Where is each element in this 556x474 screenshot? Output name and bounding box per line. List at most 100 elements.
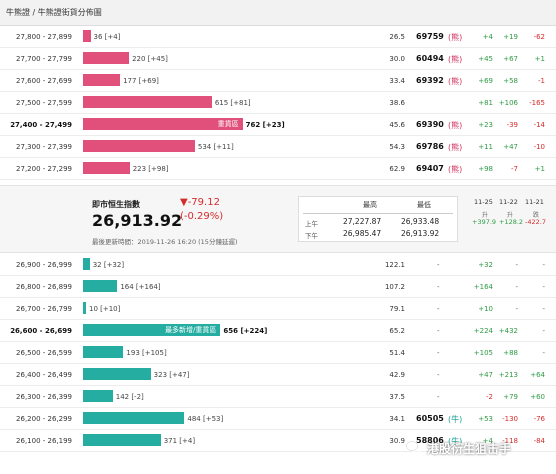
change-col-3: +1 [534,55,545,63]
pm-low: 26,913.92 [401,229,440,238]
change-col-2: +106 [498,99,518,107]
pm-label: 下午 [305,232,318,240]
price-range: 26,100 - 26,199 [16,437,72,445]
volume-bar: 重貨區 [83,118,243,130]
daily-change-1: +397.9 [472,218,497,226]
warrant-code[interactable]: 60494 [416,54,444,63]
change-col-2: -7 [511,165,518,173]
change-col-2: +88 [503,349,518,357]
change-col-3: -76 [533,415,545,423]
price-range: 27,500 - 27,599 [16,99,72,107]
ratio-value: 45.6 [389,121,405,129]
qty-value: 36 [+4] [93,33,121,41]
ratio-value: 34.1 [389,415,405,423]
table-row[interactable]: 27,200 - 27,299 223 [+98] 62.9 69407 (熊) +98 -… [0,158,556,180]
change-col-1: +45 [478,55,493,63]
volume-bar: 最多新增/重貨區 [83,324,221,336]
index-title: 即市恒生指數 [92,200,140,209]
warrant-code[interactable]: 60505 [416,414,444,423]
bar-label: 重貨區 [217,120,239,128]
code-dash: - [437,393,440,401]
table-row[interactable]: 26,100 - 26,199 371 [+4] 30.9 58806 (牛) +4 -11… [0,430,556,452]
ratio-value: 65.2 [389,327,405,335]
table-row[interactable]: 27,300 - 27,399 534 [+11] 54.3 69786 (熊) +11 +… [0,136,556,158]
pm-high: 26,985.47 [343,229,382,238]
qty-value: 193 [+105] [126,349,167,357]
warrant-type: (熊) [448,165,463,174]
table-row[interactable]: 26,800 - 26,899 164 [+164] 107.2 - +164 - - [0,276,556,298]
table-row[interactable]: 26,700 - 26,799 10 [+10] 79.1 - +10 - - [0,298,556,320]
change-col-1: +32 [478,261,493,269]
table-row[interactable]: 26,400 - 26,499 323 [+47] 42.9 - +47 +213 +64 [0,364,556,386]
change-col-1: +11 [478,143,493,151]
warrant-type: (熊) [448,121,463,130]
table-row[interactable]: 26,600 - 26,699 最多新增/重貨區 656 [+224] 65.2 - +2… [0,320,556,342]
warrant-code[interactable]: 69759 [416,32,444,41]
hsi-index-panel: 即市恒生指數 26,913.92 ▼-79.12 (-0.29%) 最後更新時間… [0,185,556,253]
change-col-1: +98 [478,165,493,173]
volume-bar [83,162,130,174]
watermark: 港股衍生狙击手 [427,442,512,456]
code-dash: - [437,305,440,313]
qty-value: 323 [+47] [153,371,190,379]
change-col-3: -1 [538,77,545,85]
change-col-3: -165 [529,99,545,107]
date-3: 11-21 [525,198,544,206]
qty-value: 656 [+224] [223,327,268,335]
change-col-3: -62 [533,33,545,41]
change-col-1: +4 [482,437,493,445]
change-col-3: - [542,305,545,313]
high-low-table: 最高 最低 上午 下午 27,227.87 26,933.48 26,985.4… [298,196,458,242]
daily-change-3: -422.7 [525,218,546,226]
date-1: 11-25 [474,198,493,206]
ratio-value: 107.2 [384,283,405,291]
index-change: ▼-79.12 [180,197,220,208]
warrant-code[interactable]: 69392 [416,76,444,85]
warrant-code[interactable]: 69786 [416,142,444,151]
warrant-type: (熊) [448,55,463,64]
breadcrumb[interactable]: 牛熊證 / 牛熊證街貨分佈圖 [6,8,102,17]
table-row[interactable]: 27,800 - 27,899 36 [+4] 26.5 69759 (熊) +4 +19 -… [0,26,556,48]
warrant-code[interactable]: 58806 [416,436,444,445]
table-row[interactable]: 27,500 - 27,599 615 [+81] 38.6 +81 +106 -165 [0,92,556,114]
table-row[interactable]: 26,200 - 26,299 484 [+53] 34.1 60505 (牛) +53 -… [0,408,556,430]
change-col-2: - [515,283,518,291]
change-col-2: +79 [503,393,518,401]
table-row[interactable]: 27,400 - 27,499 重貨區 762 [+23] 45.6 69390 (熊) +… [0,114,556,136]
qty-value: 534 [+11] [197,143,234,151]
code-dash: - [437,327,440,335]
table-row[interactable]: 27,600 - 27,699 177 [+69] 33.4 69392 (熊) +69 +… [0,70,556,92]
price-range: 26,500 - 26,599 [16,349,72,357]
change-col-1: +10 [478,305,493,313]
price-range: 27,700 - 27,799 [16,55,72,63]
price-range: 26,200 - 26,299 [16,415,72,423]
volume-bar [83,434,161,446]
warrant-code[interactable]: 69407 [416,164,444,173]
table-row[interactable]: 26,500 - 26,599 193 [+105] 51.4 - +105 +88 - [0,342,556,364]
qty-value: 484 [+53] [187,415,224,423]
ratio-value: 38.6 [389,99,405,107]
change-col-3: - [542,349,545,357]
qty-value: 371 [+4] [163,437,196,445]
warrant-type: (牛) [448,415,463,424]
change-col-1: +53 [478,415,493,423]
ratio-value: 79.1 [389,305,405,313]
dir-1: 升 [482,212,489,219]
warrant-code[interactable]: 69390 [416,120,444,129]
change-col-2: +19 [503,33,518,41]
code-dash: - [437,371,440,379]
code-dash: - [437,349,440,357]
high-header: 最高 [363,201,377,209]
change-col-2: - [515,305,518,313]
am-low: 26,933.48 [401,217,440,226]
am-label: 上午 [305,220,318,228]
table-row[interactable]: 26,300 - 26,399 142 [-2] 37.5 - -2 +79 +60 [0,386,556,408]
table-row[interactable]: 27,700 - 27,799 220 [+45] 30.0 60494 (熊) +45 +… [0,48,556,70]
volume-bar [83,96,212,108]
warrant-type: (牛) [448,437,463,446]
warrant-type: (熊) [448,33,463,42]
breadcrumb-bar: 牛熊證 / 牛熊證街貨分佈圖 [0,0,556,26]
volume-bar [83,30,91,42]
table-row[interactable]: 26,900 - 26,999 32 [+32] 122.1 - +32 - - [0,254,556,276]
ratio-value: 51.4 [389,349,405,357]
